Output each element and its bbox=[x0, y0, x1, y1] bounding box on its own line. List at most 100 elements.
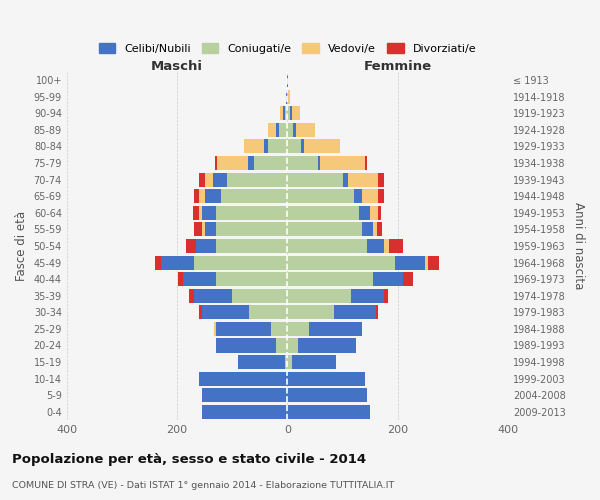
Bar bbox=[202, 206, 215, 220]
Bar bbox=[202, 388, 287, 402]
Bar bbox=[317, 156, 320, 170]
Bar bbox=[320, 156, 365, 170]
Bar bbox=[287, 322, 310, 336]
Bar bbox=[379, 189, 384, 204]
Bar bbox=[287, 256, 395, 270]
Bar bbox=[287, 106, 290, 120]
Bar bbox=[376, 306, 379, 320]
Bar bbox=[238, 355, 284, 369]
Bar bbox=[287, 206, 359, 220]
Bar bbox=[279, 123, 287, 137]
Bar bbox=[287, 338, 298, 352]
Bar bbox=[362, 189, 379, 204]
Bar bbox=[283, 106, 284, 120]
Bar bbox=[215, 338, 277, 352]
Bar bbox=[215, 206, 287, 220]
Bar bbox=[193, 206, 199, 220]
Bar bbox=[287, 140, 301, 153]
Text: Popolazione per età, sesso e stato civile - 2014: Popolazione per età, sesso e stato civil… bbox=[12, 452, 366, 466]
Bar bbox=[205, 189, 221, 204]
Bar bbox=[194, 288, 232, 303]
Bar bbox=[359, 206, 370, 220]
Bar bbox=[277, 123, 279, 137]
Bar bbox=[403, 272, 413, 286]
Bar bbox=[353, 189, 362, 204]
Bar bbox=[178, 272, 182, 286]
Y-axis label: Anni di nascita: Anni di nascita bbox=[572, 202, 585, 290]
Bar bbox=[215, 272, 287, 286]
Bar bbox=[277, 338, 287, 352]
Bar bbox=[287, 388, 367, 402]
Bar bbox=[287, 355, 292, 369]
Bar bbox=[425, 256, 428, 270]
Bar bbox=[343, 172, 348, 186]
Bar bbox=[351, 288, 384, 303]
Bar bbox=[199, 189, 205, 204]
Bar bbox=[292, 355, 336, 369]
Bar bbox=[334, 306, 376, 320]
Bar bbox=[289, 90, 290, 104]
Bar bbox=[199, 206, 202, 220]
Bar bbox=[155, 256, 161, 270]
Bar bbox=[287, 156, 317, 170]
Bar bbox=[205, 172, 213, 186]
Bar bbox=[161, 256, 194, 270]
Bar bbox=[215, 222, 287, 236]
Bar bbox=[215, 322, 271, 336]
Bar bbox=[249, 306, 287, 320]
Bar bbox=[301, 140, 304, 153]
Bar bbox=[202, 222, 205, 236]
Bar bbox=[384, 288, 388, 303]
Bar bbox=[227, 172, 287, 186]
Bar bbox=[379, 206, 381, 220]
Bar bbox=[194, 222, 202, 236]
Bar bbox=[296, 123, 315, 137]
Bar bbox=[215, 239, 287, 253]
Text: Maschi: Maschi bbox=[151, 60, 203, 72]
Text: COMUNE DI STRA (VE) - Dati ISTAT 1° gennaio 2014 - Elaborazione TUTTITALIA.IT: COMUNE DI STRA (VE) - Dati ISTAT 1° genn… bbox=[12, 480, 394, 490]
Bar bbox=[293, 123, 296, 137]
Bar bbox=[362, 222, 373, 236]
Bar bbox=[199, 172, 205, 186]
Bar bbox=[271, 322, 287, 336]
Bar bbox=[290, 106, 292, 120]
Bar bbox=[194, 189, 199, 204]
Bar bbox=[213, 172, 227, 186]
Bar bbox=[287, 405, 370, 419]
Bar bbox=[189, 288, 194, 303]
Bar bbox=[384, 239, 389, 253]
Bar bbox=[199, 372, 287, 386]
Bar bbox=[202, 306, 249, 320]
Bar bbox=[268, 140, 287, 153]
Y-axis label: Fasce di età: Fasce di età bbox=[15, 211, 28, 281]
Bar bbox=[287, 222, 362, 236]
Bar bbox=[287, 172, 343, 186]
Bar bbox=[428, 256, 439, 270]
Bar bbox=[365, 156, 367, 170]
Bar bbox=[287, 272, 373, 286]
Bar bbox=[284, 106, 287, 120]
Bar bbox=[395, 256, 425, 270]
Bar bbox=[298, 338, 356, 352]
Legend: Celibi/Nubili, Coniugati/e, Vedovi/e, Divorziati/e: Celibi/Nubili, Coniugati/e, Vedovi/e, Di… bbox=[94, 39, 481, 58]
Bar bbox=[268, 123, 277, 137]
Bar bbox=[263, 140, 268, 153]
Bar bbox=[389, 239, 403, 253]
Bar bbox=[287, 288, 351, 303]
Bar bbox=[248, 156, 254, 170]
Bar bbox=[280, 106, 283, 120]
Bar bbox=[232, 288, 287, 303]
Bar bbox=[373, 222, 377, 236]
Bar bbox=[196, 239, 215, 253]
Bar bbox=[304, 140, 340, 153]
Bar bbox=[254, 156, 287, 170]
Bar bbox=[287, 123, 293, 137]
Bar bbox=[348, 172, 379, 186]
Bar bbox=[215, 156, 217, 170]
Bar bbox=[310, 322, 362, 336]
Bar bbox=[221, 189, 287, 204]
Bar bbox=[214, 322, 215, 336]
Bar bbox=[377, 222, 382, 236]
Bar bbox=[205, 222, 215, 236]
Bar bbox=[373, 272, 403, 286]
